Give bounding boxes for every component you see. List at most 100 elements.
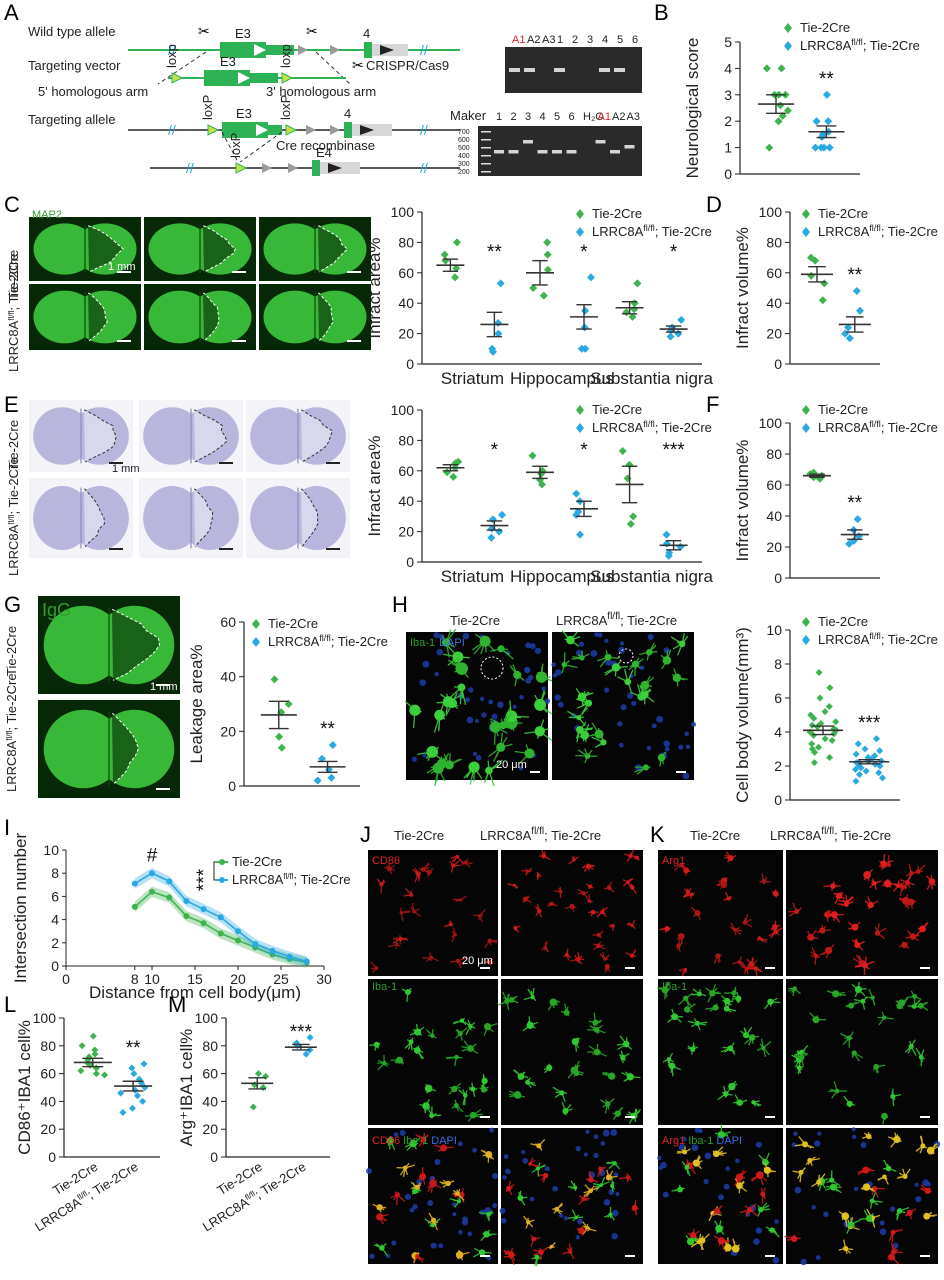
scale-bar — [117, 340, 131, 342]
map2-slice-tie — [144, 217, 256, 281]
x-axis-label: Distance from cell body(μm) — [89, 983, 301, 1002]
microglia-body — [843, 902, 849, 907]
gel1-lane-label: A2 — [527, 34, 540, 46]
crispr-label: CRISPR/Cas9 — [366, 58, 449, 73]
data-point — [496, 279, 505, 288]
microglia-body — [816, 1179, 822, 1185]
microglia-body — [596, 943, 601, 949]
data-point — [856, 306, 864, 315]
microglia-process — [826, 1170, 841, 1187]
wild-type-label: Wild type allele — [28, 24, 115, 39]
microglia-process — [787, 902, 802, 917]
nucleus-dot — [521, 1150, 526, 1155]
microglia-process — [611, 1177, 616, 1192]
y-tick-label: 0 — [406, 554, 414, 570]
microglia-body — [865, 1133, 872, 1140]
microglia-process — [509, 664, 525, 687]
nucleus-dot — [735, 1158, 740, 1164]
image-background — [501, 979, 643, 1125]
panel-a: A Wild type allele Targeting vector Targ… — [4, 0, 642, 176]
allele-e3-tail — [268, 125, 282, 135]
nucleus-dot — [691, 1144, 699, 1152]
y-axis-label: Infract area% — [365, 237, 384, 338]
chart-d: 0 20 40 60 80 100 Infract volume% ** Tie-2Cre LRR… — [733, 204, 938, 372]
data-point — [134, 1092, 141, 1100]
microglia-body — [829, 1177, 835, 1183]
microglia-process — [756, 937, 768, 944]
scissors-icon: ✂ — [198, 23, 210, 39]
microglia-body — [409, 1139, 418, 1148]
ladder-band — [481, 171, 491, 173]
scale-bar — [530, 771, 540, 773]
microglia-process — [729, 922, 743, 936]
iba1-field-tie — [657, 979, 783, 1125]
stop-arrow — [380, 45, 394, 55]
nucleus-dot — [656, 715, 664, 723]
arg1-field-tie — [658, 850, 783, 977]
image-background — [368, 979, 498, 1125]
gel2-lane-label: 6 — [569, 111, 575, 123]
merge-field-tie — [365, 1127, 499, 1264]
y-axis-label: Leakage area% — [187, 644, 206, 763]
microglia-body — [487, 938, 493, 944]
data-point — [259, 1084, 267, 1091]
k-title-lrrc: LRRC8Afl/fl; Tie-2Cre — [770, 826, 891, 843]
y-tick-label: 20 — [766, 326, 782, 342]
microglia-body — [671, 1013, 679, 1021]
chart-e: 0 20 40 60 80 100 Infract area% * Striatum * Hippo… — [365, 402, 714, 586]
legend-marker-lrrc — [252, 637, 260, 647]
microglia-body — [526, 869, 530, 873]
data-point — [852, 777, 860, 785]
gel-band — [599, 68, 610, 72]
igg-slice-tie — [38, 596, 180, 694]
microglia-body — [854, 985, 863, 994]
data-point — [825, 143, 834, 152]
y-tick-label: 100 — [759, 204, 783, 220]
microglia-body — [561, 662, 567, 668]
microglia-body — [899, 884, 905, 890]
microglia-body — [566, 635, 575, 645]
nucleus-dot — [438, 1243, 444, 1249]
microglia-process — [575, 721, 594, 743]
microglia-process — [838, 894, 855, 903]
y-tick-label: 100 — [391, 204, 415, 220]
microglia-body — [409, 704, 421, 716]
microglia-body — [611, 663, 621, 672]
microglia-body — [513, 670, 522, 680]
microglia-body — [830, 883, 836, 889]
loxp-label: loxP — [228, 133, 243, 158]
iba1-label: Iba-1 — [662, 981, 687, 993]
scale-bar — [156, 788, 170, 790]
nucleus-dot — [541, 686, 546, 691]
category-label: Striatum — [441, 369, 504, 388]
microglia-body — [614, 1110, 621, 1117]
microglia-process — [794, 1136, 815, 1149]
microglia-process — [488, 732, 513, 762]
microglia-process — [907, 999, 921, 1008]
significance-mark: ** — [126, 1038, 141, 1059]
data-point — [826, 684, 834, 692]
data-point — [630, 305, 639, 314]
data-point — [811, 256, 820, 265]
nucleus-dot — [555, 669, 562, 676]
microglia-process — [853, 996, 868, 1010]
microglia-process — [739, 1203, 759, 1217]
nucleus-dot — [583, 1152, 588, 1157]
microglia-body — [683, 867, 690, 874]
data-point — [664, 551, 673, 560]
microglia-process — [794, 1047, 809, 1067]
y-tick-label: 8 — [774, 656, 782, 672]
nucleus-dot — [467, 1231, 473, 1237]
gel-band — [610, 150, 620, 154]
microglia-body — [420, 867, 426, 872]
lesion-outline — [317, 225, 349, 273]
gel1-lane-label: A3 — [542, 34, 555, 46]
nucleus-dot — [480, 696, 485, 701]
y-tick-label: 6 — [774, 690, 782, 706]
data-point — [538, 480, 546, 489]
microglia-body — [829, 1183, 838, 1191]
gel2-marker-label: Maker — [450, 108, 487, 123]
cre-label: Cre recombinase — [276, 138, 375, 153]
category-label: Hippocampus — [510, 369, 614, 388]
microglia-body — [893, 1135, 901, 1144]
